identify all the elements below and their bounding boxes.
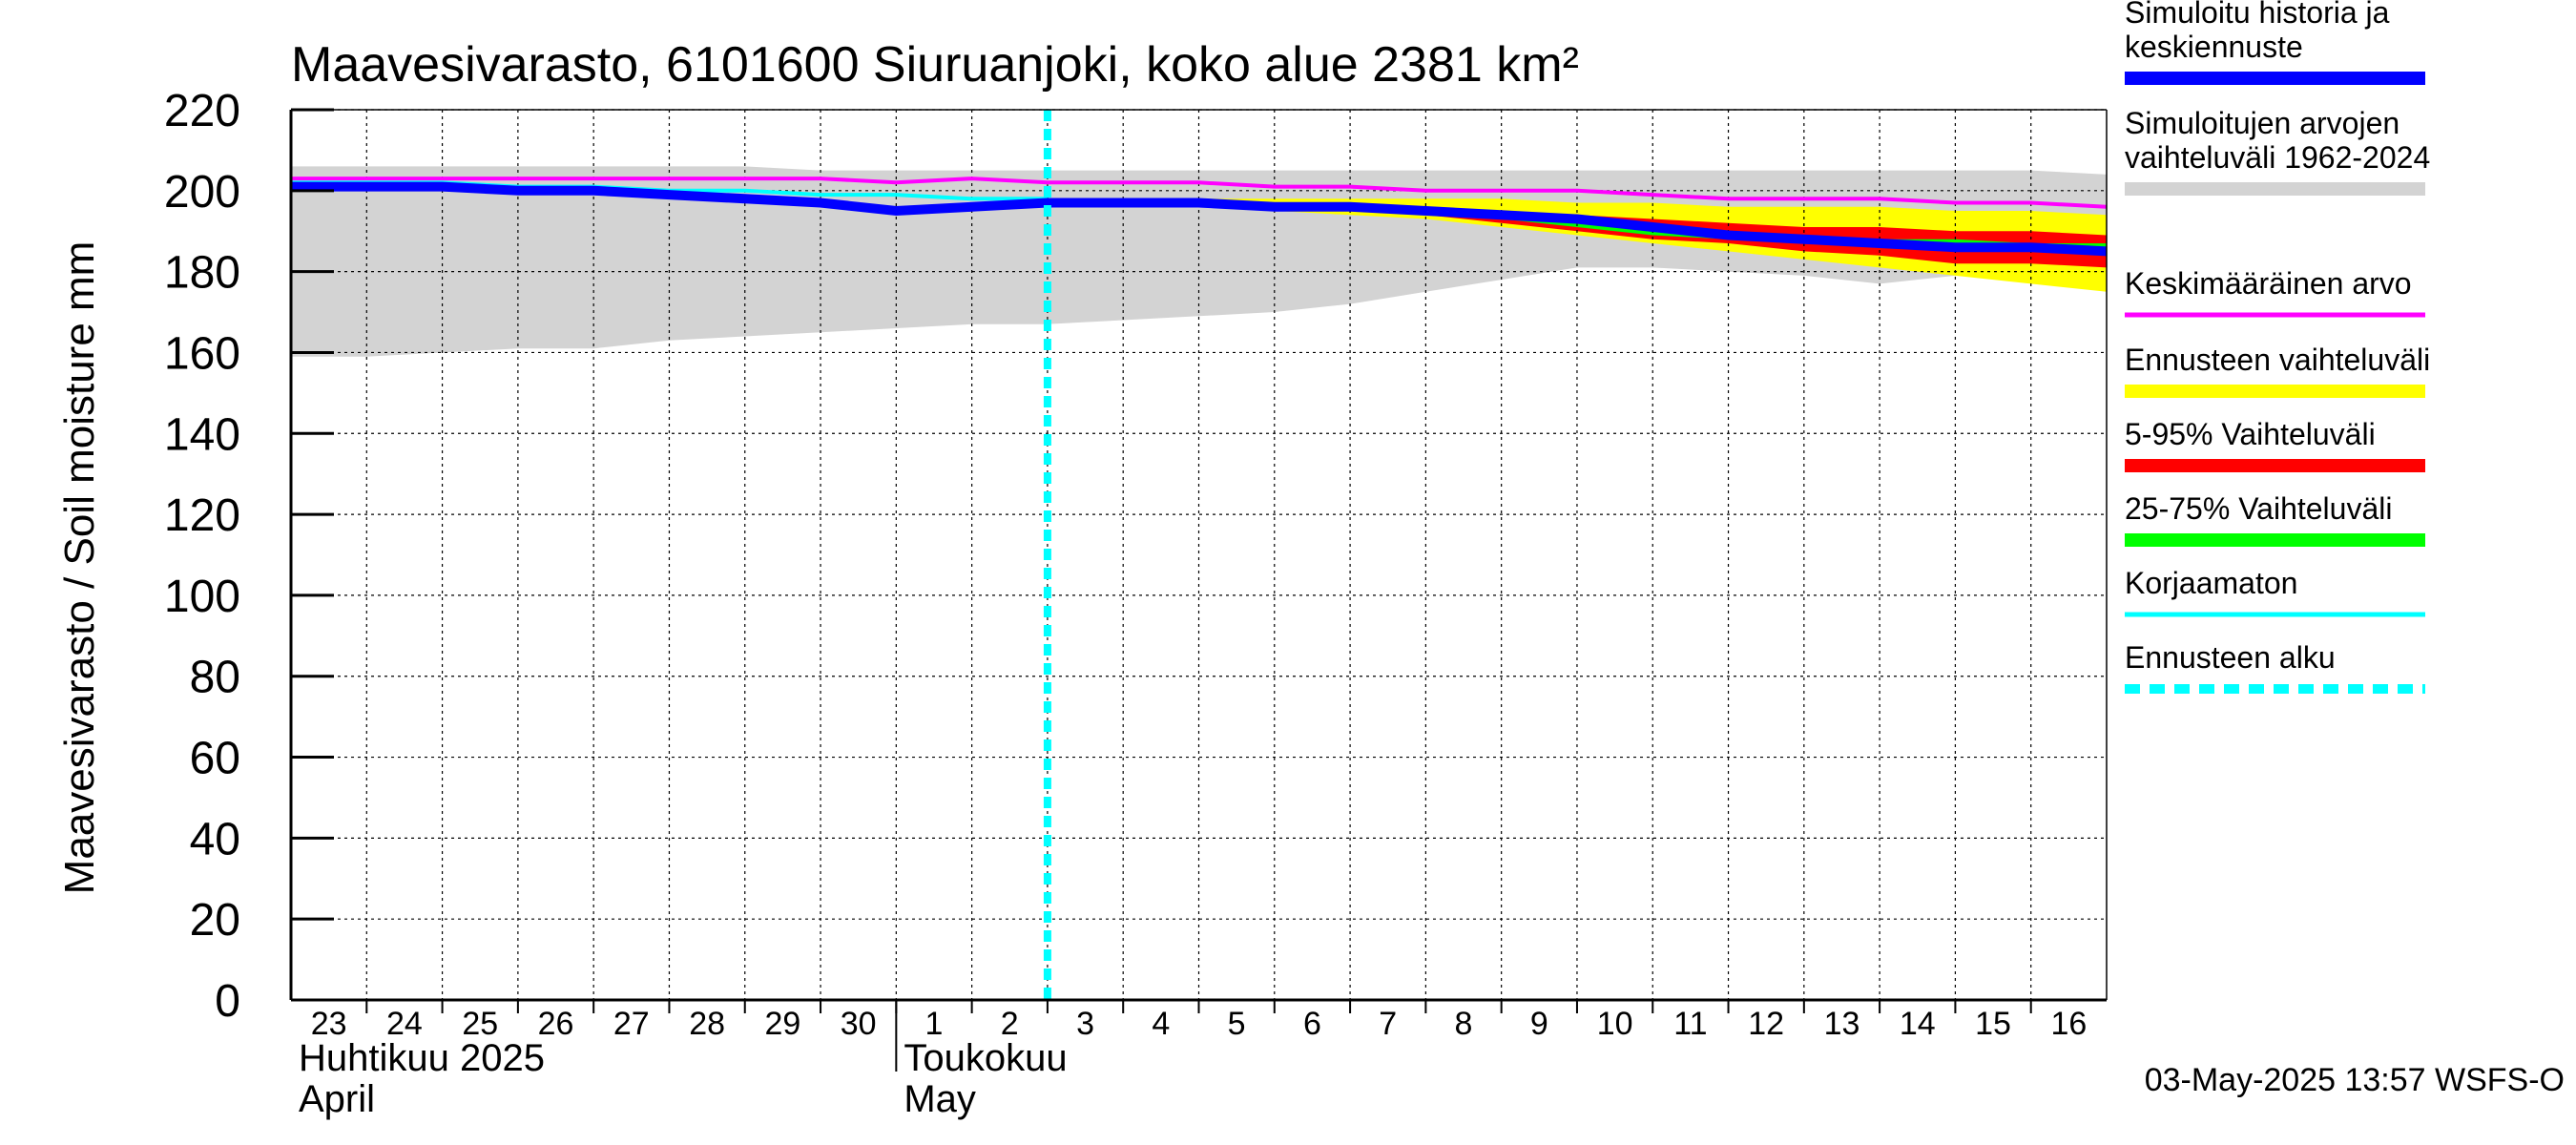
legend-label: Keskimääräinen arvo	[2125, 266, 2412, 301]
chart-title: Maavesivarasto, 6101600 Siuruanjoki, kok…	[291, 37, 1579, 93]
y-tick-label: 200	[164, 167, 240, 218]
x-tick-label: 12	[1748, 1006, 1784, 1042]
legend-label: Ennusteen alku	[2125, 640, 2336, 675]
y-tick-label: 0	[215, 976, 240, 1027]
legend-label: 25-75% Vaihteluväli	[2125, 491, 2392, 526]
x-tick-label: 27	[613, 1006, 650, 1042]
y-tick-label: 80	[190, 653, 240, 703]
p5-95-band	[1047, 198, 2107, 268]
y-tick-label: 40	[190, 814, 240, 864]
x-tick-label: 1	[925, 1006, 944, 1042]
footer-timestamp: 03-May-2025 13:57 WSFS-O	[2145, 1062, 2565, 1098]
legend-label: Simuloitu historia ja	[2125, 0, 2390, 30]
mean-line	[291, 177, 2108, 209]
y-tick-label: 220	[164, 86, 240, 136]
x-tick-label: 4	[1152, 1006, 1170, 1042]
x-tick-label: 30	[841, 1006, 877, 1042]
month-label-en: April	[299, 1078, 375, 1120]
x-tick-label: 15	[1975, 1006, 2011, 1042]
x-tick-label: 29	[764, 1006, 800, 1042]
legend-label: keskiennuste	[2125, 30, 2303, 64]
legend-label: Ennusteen vaihteluväli	[2125, 343, 2430, 377]
x-tick-label: 9	[1530, 1006, 1548, 1042]
month-label-en: May	[904, 1078, 976, 1120]
x-tick-label: 3	[1076, 1006, 1094, 1042]
x-tick-label: 28	[689, 1006, 725, 1042]
legend-label: Korjaamaton	[2125, 566, 2297, 600]
y-tick-label: 160	[164, 328, 240, 379]
legend-label: vaihteluväli 1962-2024	[2125, 140, 2430, 175]
x-tick-label: 13	[1824, 1006, 1860, 1042]
legend-label: 5-95% Vaihteluväli	[2125, 417, 2376, 451]
y-tick-label: 60	[190, 734, 240, 784]
x-tick-label: 7	[1379, 1006, 1397, 1042]
x-tick-label: 23	[311, 1006, 347, 1042]
y-axis-label: Maavesivarasto / Soil moisture mm	[56, 241, 103, 895]
x-tick-label: 6	[1303, 1006, 1321, 1042]
grid-lines	[291, 109, 2107, 1000]
x-tick-label: 5	[1228, 1006, 1246, 1042]
x-tick-label: 16	[2050, 1006, 2087, 1042]
x-tick-label: 14	[1900, 1006, 1936, 1042]
month-label: Toukokuu	[904, 1037, 1067, 1079]
y-tick-label: 140	[164, 409, 240, 460]
history-median-line	[291, 181, 2108, 257]
x-tick-label: 11	[1673, 1006, 1707, 1042]
y-tick-label: 180	[164, 248, 240, 299]
x-tick-label: 10	[1597, 1006, 1633, 1042]
y-tick-label: 120	[164, 490, 240, 541]
y-tick-label: 100	[164, 572, 240, 622]
forecast-range-band	[1047, 198, 2107, 292]
x-tick-label: 26	[538, 1006, 574, 1042]
plot-lines	[291, 110, 2108, 1000]
y-tick-label: 20	[190, 895, 240, 946]
x-tick-label: 8	[1455, 1006, 1473, 1042]
x-tick-label: 2	[1001, 1006, 1019, 1042]
x-tick-label: 24	[386, 1006, 423, 1042]
x-tick-label: 25	[462, 1006, 498, 1042]
month-label: Huhtikuu 2025	[299, 1037, 545, 1079]
legend-label: Simuloitujen arvojen	[2125, 106, 2399, 140]
